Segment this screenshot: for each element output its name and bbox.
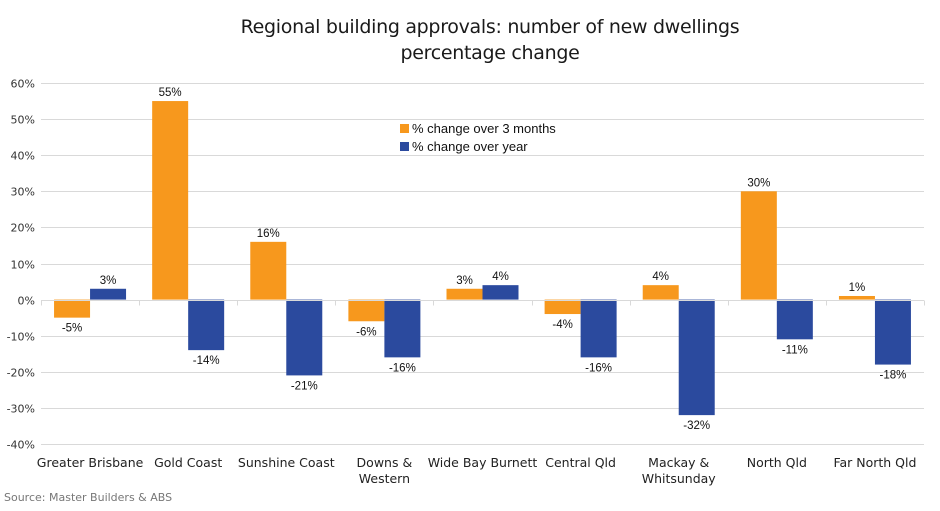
x-category-label: Far North Qld bbox=[833, 455, 916, 470]
bar-three-months bbox=[740, 191, 777, 300]
source-note: Source: Master Builders & ABS bbox=[4, 491, 173, 504]
y-tick-label: 10% bbox=[11, 259, 35, 272]
bar-year bbox=[188, 299, 225, 351]
data-label: -32% bbox=[683, 420, 710, 432]
bar-year bbox=[580, 299, 617, 358]
x-category-label-line: Far North Qld bbox=[833, 455, 916, 470]
bar-year bbox=[90, 288, 127, 300]
chart-title: Regional building approvals: number of n… bbox=[0, 14, 940, 66]
x-category-label: North Qld bbox=[747, 455, 807, 470]
x-category-label: Mackay & Whitsunday bbox=[642, 455, 717, 486]
data-label: -18% bbox=[880, 370, 907, 382]
legend-swatch bbox=[400, 142, 409, 151]
bar-three-months bbox=[544, 299, 581, 315]
x-category-label: Gold Coast bbox=[154, 455, 222, 470]
bar-year bbox=[874, 299, 911, 365]
bar-three-months bbox=[54, 299, 91, 318]
bar-three-months bbox=[152, 101, 189, 300]
bar-three-months bbox=[348, 299, 385, 322]
y-axis: 60% 50% 40% 30% 20% 10% 0% -10% -20% -30% -40% bbox=[7, 78, 35, 452]
bars bbox=[54, 101, 911, 416]
data-label: 3% bbox=[456, 275, 473, 287]
x-category-label: Greater Brisbane bbox=[37, 455, 144, 470]
chart-subtitle: percentage change bbox=[400, 42, 580, 64]
data-label: -21% bbox=[291, 380, 318, 392]
x-category-label-line: Central Qld bbox=[545, 455, 616, 470]
y-tick-label: -10% bbox=[7, 331, 35, 344]
data-label: 4% bbox=[492, 271, 509, 283]
y-tick-label: 20% bbox=[11, 222, 35, 235]
data-label: -6% bbox=[356, 326, 376, 338]
data-label: 55% bbox=[159, 87, 182, 99]
data-label: -16% bbox=[585, 362, 612, 374]
x-category-label: Wide Bay Burnett bbox=[428, 455, 538, 470]
x-category-label-line: Western bbox=[359, 471, 410, 486]
bar-three-months bbox=[642, 285, 679, 300]
bar-three-months bbox=[250, 241, 287, 300]
y-tick-label: -20% bbox=[7, 367, 35, 380]
bar-three-months bbox=[838, 295, 875, 300]
bar-year bbox=[286, 299, 323, 376]
y-tick-label: -30% bbox=[7, 403, 35, 416]
bar-year bbox=[482, 285, 519, 300]
x-category-label: Sunshine Coast bbox=[238, 455, 335, 470]
x-category-label-line: Whitsunday bbox=[642, 471, 717, 486]
x-category-label-line: Mackay & bbox=[648, 455, 709, 470]
data-label: -4% bbox=[552, 319, 572, 331]
x-category-label-line: Sunshine Coast bbox=[238, 455, 335, 470]
data-label: 30% bbox=[747, 177, 770, 189]
bar-year bbox=[678, 299, 715, 416]
bar-year bbox=[384, 299, 421, 358]
x-category-label-line: Greater Brisbane bbox=[37, 455, 144, 470]
x-category-label-line: Gold Coast bbox=[154, 455, 222, 470]
legend-swatch bbox=[400, 124, 409, 133]
legend: % change over 3 months % change over year bbox=[400, 121, 556, 154]
data-label: -14% bbox=[193, 355, 220, 367]
bar-year bbox=[776, 299, 813, 340]
data-label: -5% bbox=[62, 323, 82, 335]
x-category-label: Downs & Western bbox=[357, 455, 413, 486]
y-tick-label: 0% bbox=[18, 295, 35, 308]
bar-three-months bbox=[446, 288, 483, 300]
y-tick-label: -40% bbox=[7, 439, 35, 452]
chart-title-line1: Regional building approvals: number of n… bbox=[240, 16, 740, 38]
data-labels: -5% 55% 16% -6% 3% -4% 4% 30% 1% 3% -14% -21% -16% 4%… bbox=[62, 87, 907, 432]
x-axis: Greater Brisbane Gold Coast Sunshine Coast… bbox=[37, 300, 925, 486]
y-tick-label: 60% bbox=[11, 78, 35, 91]
data-label: 1% bbox=[849, 282, 866, 294]
data-label: 3% bbox=[100, 275, 117, 287]
legend-label: % change over 3 months bbox=[412, 121, 556, 136]
data-label: -16% bbox=[389, 362, 416, 374]
data-label: -11% bbox=[782, 344, 808, 356]
x-category-label-line: North Qld bbox=[747, 455, 807, 470]
x-category-label: Central Qld bbox=[545, 455, 616, 470]
x-category-label-line: Wide Bay Burnett bbox=[428, 455, 538, 470]
x-category-label-line: Downs & bbox=[357, 455, 413, 470]
data-label: 4% bbox=[652, 271, 669, 283]
legend-label: % change over year bbox=[412, 139, 528, 154]
y-tick-label: 50% bbox=[11, 114, 35, 127]
y-tick-label: 40% bbox=[11, 150, 35, 163]
y-tick-label: 30% bbox=[11, 186, 35, 199]
data-label: 16% bbox=[257, 228, 280, 240]
